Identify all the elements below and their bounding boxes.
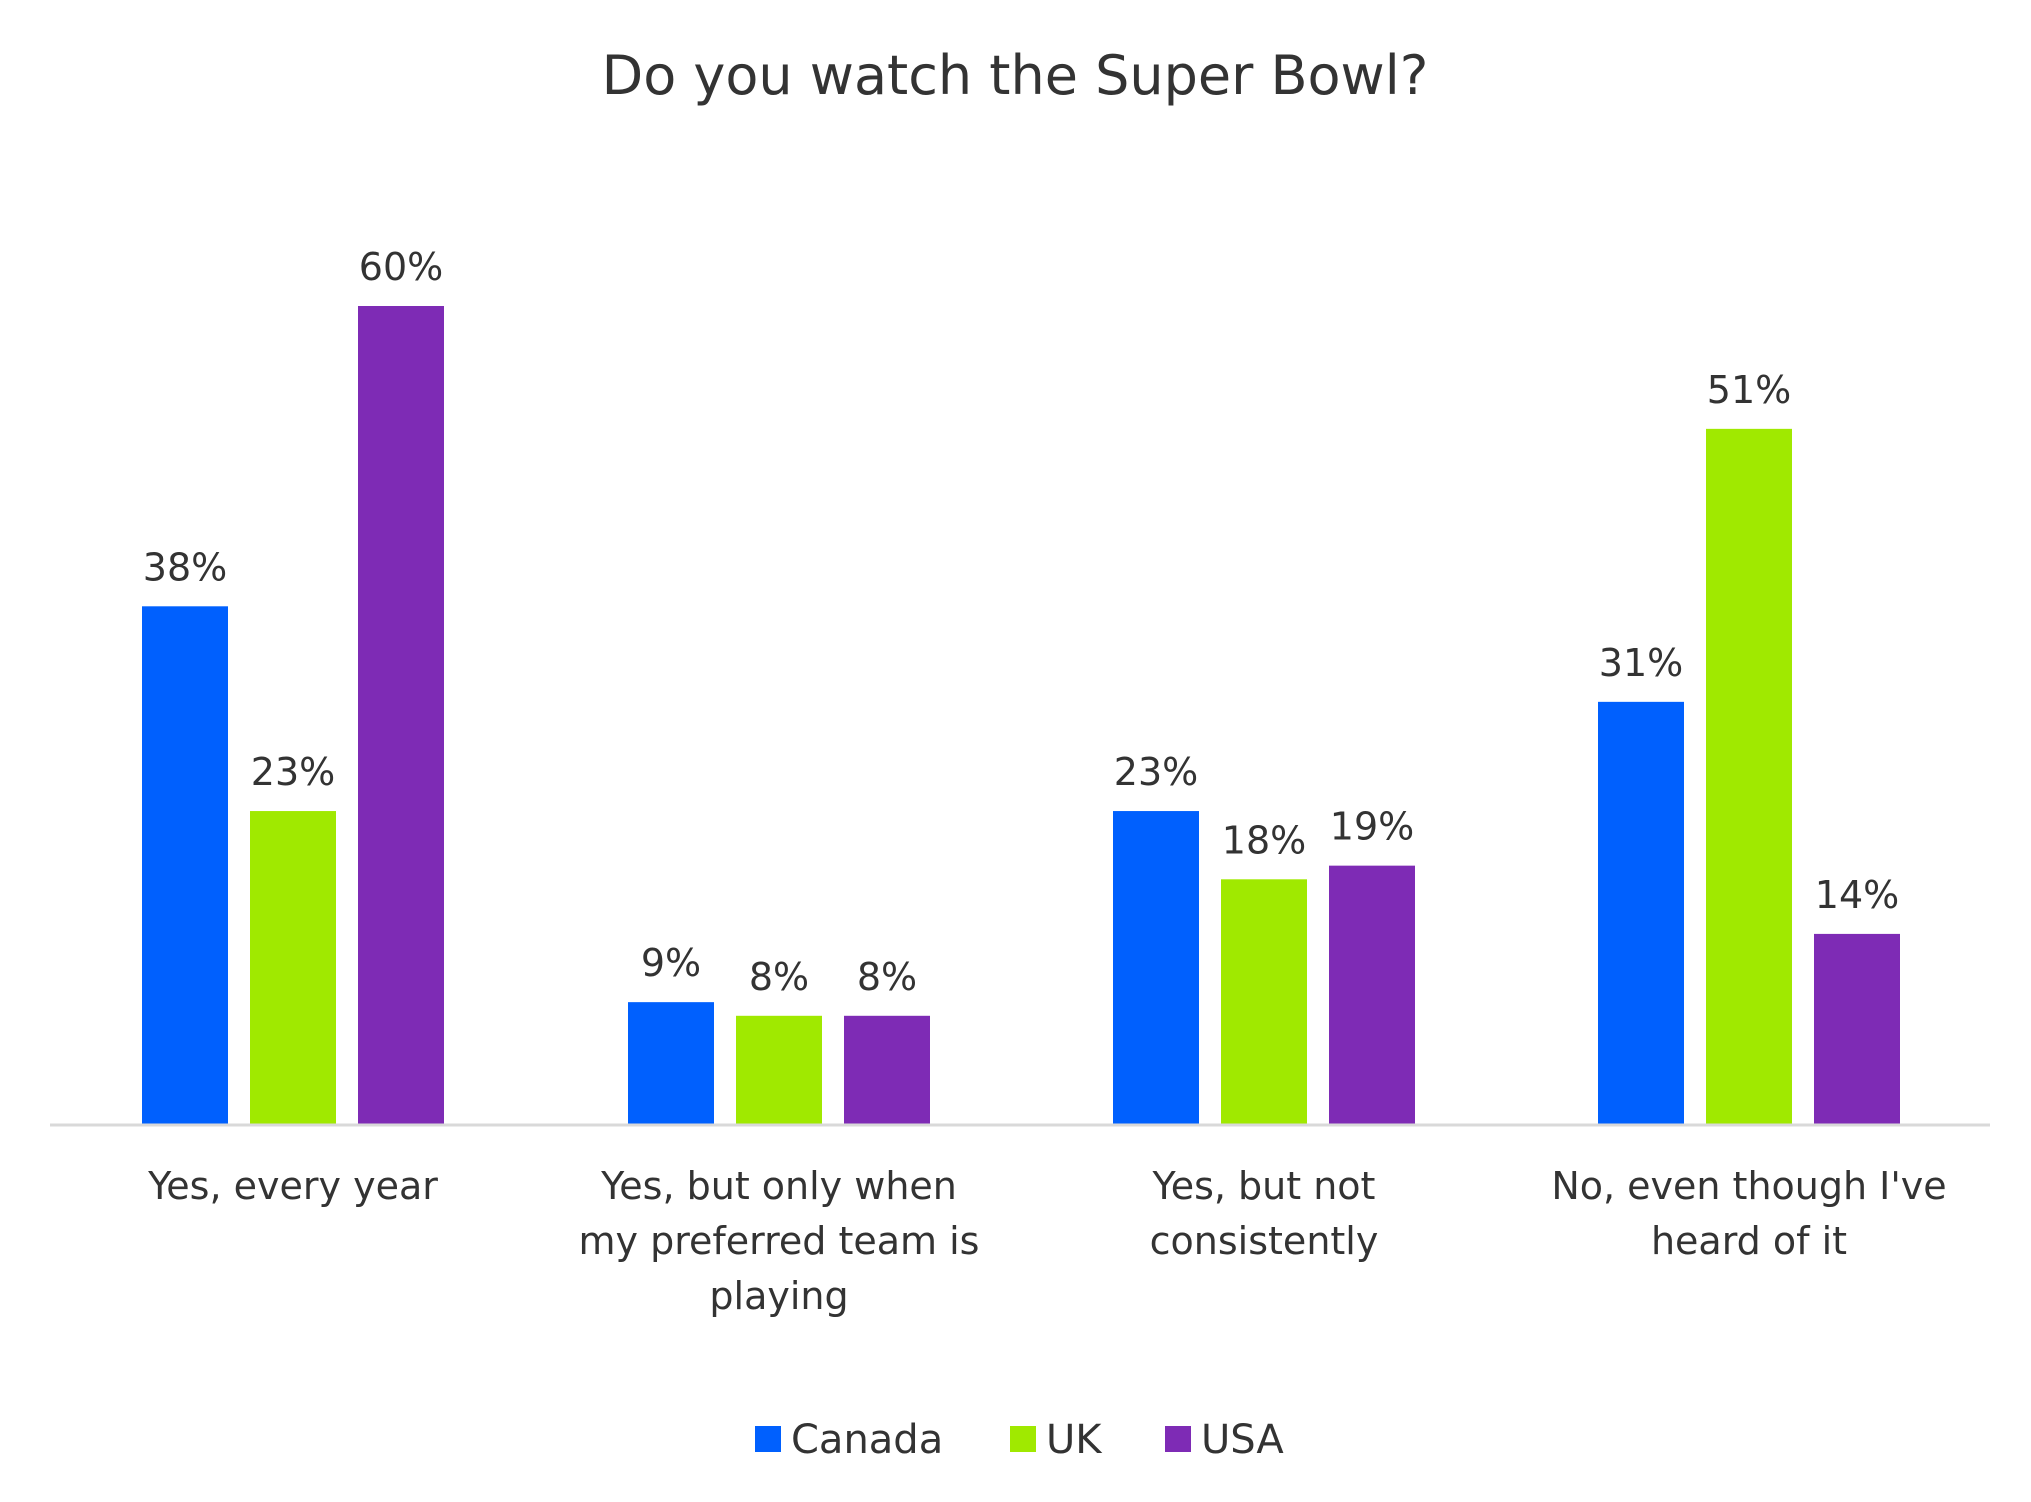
bar-usa-4 bbox=[1814, 933, 1900, 1125]
data-label-canada-4: 31% bbox=[1599, 641, 1683, 685]
bar-usa-3 bbox=[1329, 865, 1415, 1125]
data-label-canada-1: 38% bbox=[143, 545, 227, 589]
bar-uk-2 bbox=[736, 1015, 822, 1125]
category-label-2-line-1: Yes, but only when bbox=[600, 1164, 957, 1208]
legend: Canada UK USA bbox=[755, 1417, 1284, 1463]
category-label-3-line-2: consistently bbox=[1150, 1219, 1379, 1263]
category-label-3-line-1: Yes, but not bbox=[1152, 1164, 1376, 1208]
data-label-uk-1: 23% bbox=[251, 750, 335, 794]
bar-usa-2 bbox=[844, 1015, 930, 1125]
bar-canada-4 bbox=[1598, 701, 1684, 1125]
bar-usa-1 bbox=[358, 306, 444, 1125]
bar-uk-3 bbox=[1221, 879, 1307, 1125]
data-label-uk-2: 8% bbox=[749, 955, 809, 999]
legend-swatch-uk bbox=[1010, 1426, 1036, 1452]
data-label-usa-2: 8% bbox=[857, 955, 917, 999]
legend-swatch-canada bbox=[755, 1426, 781, 1452]
category-labels-layer: Yes, every year Yes, but only when my pref… bbox=[147, 1164, 1947, 1318]
bar-uk-4 bbox=[1706, 428, 1792, 1126]
bar-uk-1 bbox=[250, 811, 336, 1125]
legend-label-uk: UK bbox=[1046, 1417, 1103, 1463]
data-label-usa-4: 14% bbox=[1815, 873, 1899, 917]
data-label-uk-3: 18% bbox=[1222, 818, 1306, 862]
data-label-canada-3: 23% bbox=[1114, 750, 1198, 794]
category-label-2-line-3: playing bbox=[709, 1274, 848, 1318]
legend-label-usa: USA bbox=[1201, 1417, 1284, 1463]
chart-title: Do you watch the Super Bowl? bbox=[602, 44, 1429, 107]
data-label-usa-1: 60% bbox=[359, 245, 443, 289]
category-label-4-line-2: heard of it bbox=[1651, 1219, 1847, 1263]
data-label-canada-2: 9% bbox=[641, 941, 701, 985]
data-label-uk-4: 51% bbox=[1707, 368, 1791, 412]
category-label-2-line-2: my preferred team is bbox=[579, 1219, 980, 1263]
bar-canada-2 bbox=[628, 1002, 714, 1125]
bar-canada-1 bbox=[142, 606, 228, 1125]
category-label-4-line-1: No, even though I've bbox=[1551, 1164, 1946, 1208]
data-label-usa-3: 19% bbox=[1330, 805, 1414, 849]
legend-swatch-usa bbox=[1165, 1426, 1191, 1452]
category-label-1-line-1: Yes, every year bbox=[147, 1164, 438, 1208]
bar-canada-3 bbox=[1113, 811, 1199, 1125]
legend-label-canada: Canada bbox=[791, 1417, 943, 1463]
bars-layer bbox=[142, 306, 1900, 1126]
data-labels-layer: 38% 23% 60% 9% 8% 8% 23% 18% 19% 31% 51% 14% bbox=[143, 245, 1899, 999]
